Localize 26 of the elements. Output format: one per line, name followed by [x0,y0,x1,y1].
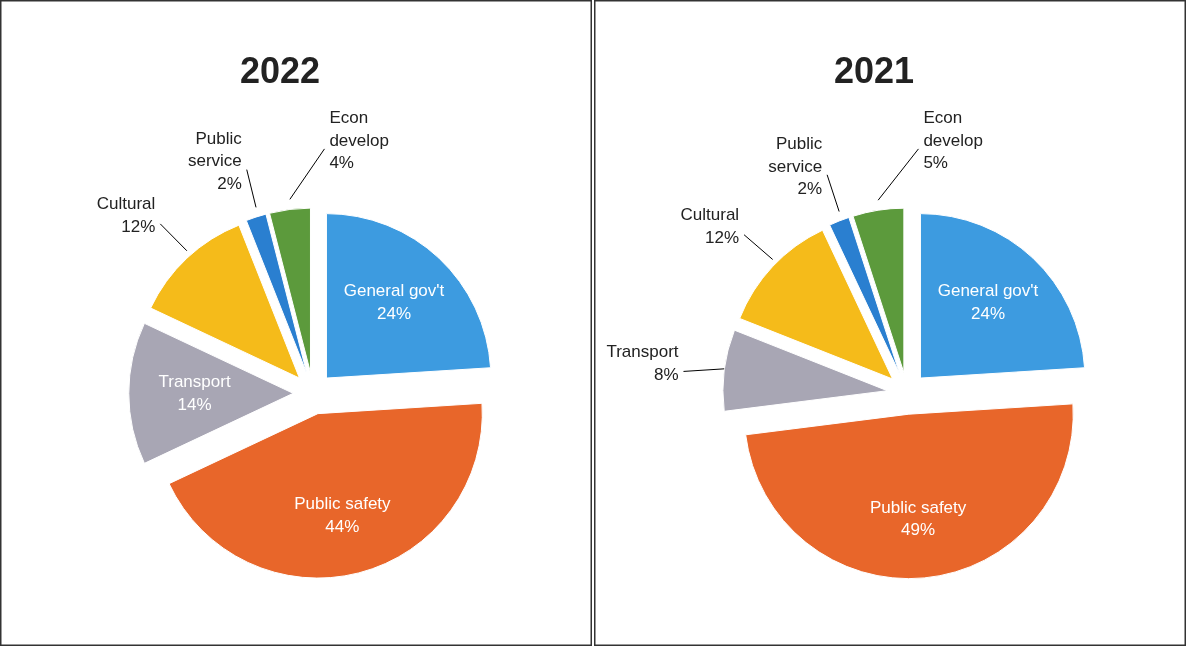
data-label: 2% [797,179,823,199]
slice-label: General gov't [937,280,1039,300]
data-label: 8% [653,364,679,384]
slice-label: Transport [158,372,231,392]
chart-title: 2021 [834,50,915,92]
data-label: 49% [901,520,936,540]
slice-label: Econ develop [923,107,983,150]
data-label: 24% [376,303,412,323]
slice-label: Cultural [680,205,740,225]
data-label: 14% [177,395,212,415]
data-label: 24% [970,303,1006,323]
data-label: 4% [329,153,354,173]
slice-label: Cultural [96,194,156,214]
slice-label: Public service [187,128,243,171]
slice-label: Public service [768,133,823,176]
data-label: 12% [705,227,740,247]
slice-label: Transport [606,341,679,361]
data-label: 2% [217,174,242,194]
slice-label: Public safety [869,497,967,517]
data-label: 12% [121,217,156,237]
chart-title: 2022 [240,50,321,92]
data-label: 44% [325,517,360,536]
slice-label: Public safety [294,494,392,514]
slice-label: Econ develop [329,107,389,150]
data-label: 5% [923,153,948,173]
slice-label: General gov't [343,280,445,300]
